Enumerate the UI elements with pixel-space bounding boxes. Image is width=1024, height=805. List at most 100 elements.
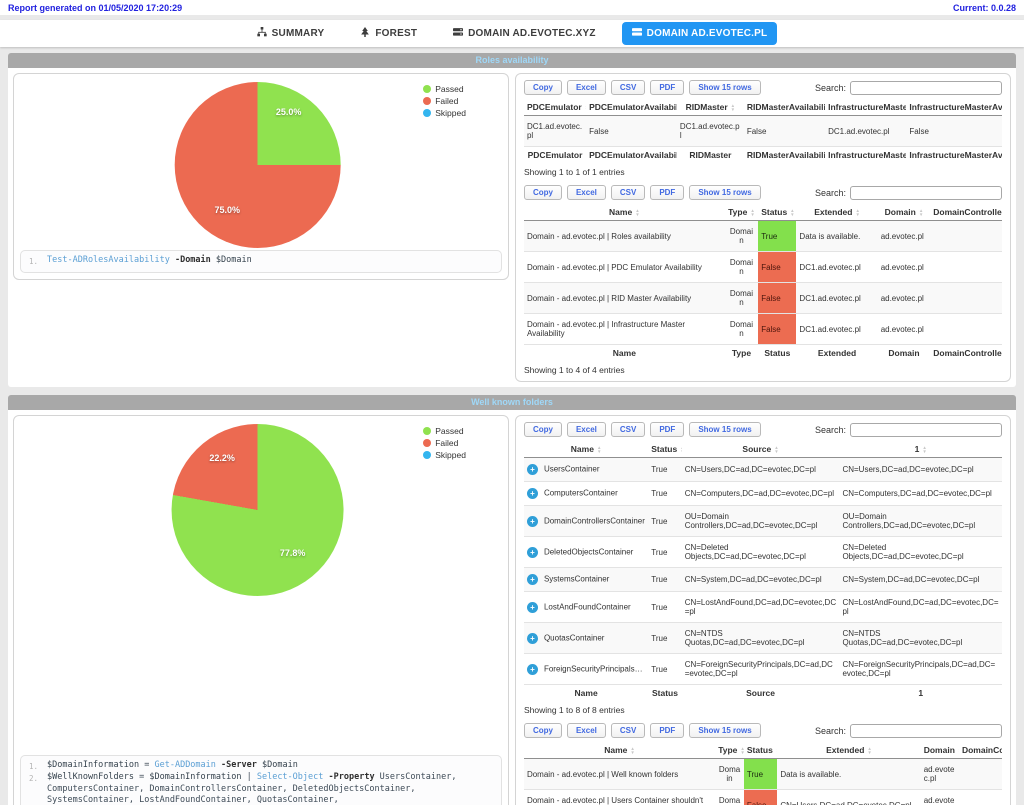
- sort-icon: ▲▼: [790, 207, 795, 217]
- search-input[interactable]: [850, 185, 1002, 200]
- column-header-domaincontroller[interactable]: DomainController▲▼: [958, 742, 1002, 759]
- dt-button-pdf[interactable]: PDF: [650, 80, 685, 95]
- sort-icon: ▲▼: [680, 445, 681, 454]
- dt-button-excel[interactable]: Excel: [566, 422, 606, 437]
- search-input[interactable]: [850, 80, 1002, 95]
- tab-domain-ad-evotec-pl[interactable]: DOMAIN AD.EVOTEC.PL: [621, 22, 778, 45]
- column-header-name[interactable]: Name ▲ ▼: [523, 742, 716, 759]
- column-header-ridmasteravailability[interactable]: RIDMasterAvailability▲▼: [743, 99, 826, 116]
- expand-row-icon[interactable]: +: [526, 632, 538, 644]
- line-number: 1.: [28, 256, 38, 266]
- column-header-label: Status: [651, 444, 678, 454]
- cell: DC1.ad.evotec.pl: [676, 115, 744, 147]
- column-header-pdcemulator[interactable]: PDCEmulator▲▼: [523, 99, 587, 116]
- pie-slice-label: 22.2%: [209, 453, 235, 464]
- footer-column-status: Status: [648, 684, 682, 701]
- column-header-domaincontroller[interactable]: DomainController▲▼: [930, 204, 1002, 221]
- dt-button-copy[interactable]: Copy: [523, 422, 562, 437]
- dt-button-csv[interactable]: CSV: [610, 422, 646, 437]
- dt-button-copy[interactable]: Copy: [523, 723, 562, 738]
- dt-button-csv[interactable]: CSV: [610, 723, 646, 738]
- status-cell: True: [758, 220, 797, 252]
- column-header-extended[interactable]: Extended ▲ ▼: [796, 204, 878, 221]
- dt-button-pdf[interactable]: PDF: [650, 185, 685, 200]
- column-header-label: Extended: [814, 207, 853, 217]
- dt-button-excel[interactable]: Excel: [566, 723, 606, 738]
- expand-row-icon[interactable]: +: [526, 515, 538, 527]
- footer-column-domaincontroller: DomainController: [930, 344, 1002, 361]
- tab-forest[interactable]: FOREST: [350, 22, 427, 45]
- column-header-name[interactable]: Name ▲ ▼: [523, 204, 725, 221]
- roles-availability-pie-chart: 25.0% 75.0%: [174, 82, 341, 248]
- cell: +ForeignSecurityPrincipalsContainer: [523, 653, 649, 685]
- legend-label: Skipped: [435, 450, 466, 460]
- column-header-infrastructuremaster[interactable]: InfrastructureMaster▲▼: [825, 99, 907, 116]
- column-header-status[interactable]: Status▲▼: [758, 204, 797, 221]
- top-status-bar: Report generated on 01/05/2020 17:20:29 …: [0, 0, 1024, 15]
- roles-code-block: 1. Test-ADRolesAvailability -Domain $Doma…: [20, 249, 502, 273]
- code-text: Test-ADRolesAvailability -Domain $Domain: [47, 254, 252, 265]
- dt-button-csv[interactable]: CSV: [610, 80, 646, 95]
- tab-label: FOREST: [375, 28, 418, 39]
- expand-row-icon[interactable]: +: [526, 546, 538, 558]
- dt-button-show-15-rows[interactable]: Show 15 rows: [689, 422, 761, 437]
- dt-button-show-15-rows[interactable]: Show 15 rows: [689, 185, 761, 200]
- column-header-domain[interactable]: Domain▲▼: [920, 742, 959, 759]
- expand-row-icon[interactable]: +: [526, 601, 538, 613]
- dt-button-pdf[interactable]: PDF: [650, 422, 685, 437]
- column-header-status[interactable]: Status▲▼: [648, 441, 682, 458]
- footer-column-name: Name: [523, 684, 649, 701]
- cell: CN=Users,DC=ad,DC=evotec,DC=pl: [681, 457, 840, 482]
- legend-label: Passed: [435, 84, 464, 94]
- dt-button-copy[interactable]: Copy: [523, 185, 562, 200]
- column-header-label: Source: [742, 444, 772, 454]
- expand-row-icon[interactable]: +: [526, 464, 538, 475]
- search-input[interactable]: [850, 422, 1002, 437]
- cell: DC1.ad.evotec.pl: [523, 115, 587, 147]
- legend-dot-skipped: [423, 451, 432, 459]
- dt-button-show-15-rows[interactable]: Show 15 rows: [689, 80, 761, 95]
- column-header-source[interactable]: Source ▲ ▼: [681, 441, 840, 458]
- column-header-extended[interactable]: Extended ▲ ▼: [777, 742, 921, 759]
- cell: + DomainControllersContainer: [523, 505, 649, 537]
- expand-row-icon[interactable]: +: [526, 663, 538, 675]
- table-info: Showing 1 to 4 of 4 entries: [523, 365, 625, 375]
- column-header-type[interactable]: Type▲▼: [724, 204, 759, 221]
- tab-domain-ad-evotec-xyz[interactable]: DOMAIN AD.EVOTEC.XYZ: [443, 22, 606, 45]
- dt-button-excel[interactable]: Excel: [566, 185, 606, 200]
- column-header-name[interactable]: Name ▲ ▼: [523, 441, 649, 458]
- dt-button-excel[interactable]: Excel: [566, 80, 606, 95]
- column-header-status[interactable]: Status▲▼: [743, 742, 778, 759]
- status-cell: False: [758, 282, 797, 314]
- legend-dot-passed: [423, 85, 432, 93]
- column-header-type[interactable]: Type▲▼: [715, 742, 744, 759]
- column-header-domain[interactable]: Domain▲▼: [877, 204, 931, 221]
- expand-row-icon[interactable]: +: [526, 574, 538, 585]
- column-header-label: DomainController: [933, 207, 1002, 217]
- dt-button-pdf[interactable]: PDF: [650, 723, 685, 738]
- column-header-1[interactable]: 1 ▲ ▼: [839, 441, 1002, 458]
- status-cell: False: [743, 789, 778, 805]
- code-line: 2. $WellKnownFolders = $DomainInformation…: [23, 772, 495, 805]
- legend-label: Skipped: [435, 108, 466, 118]
- sort-icon: ▲▼: [596, 444, 602, 454]
- pie-slice-label: 75.0%: [214, 204, 241, 215]
- sort-icon: ▲▼: [918, 207, 924, 217]
- dt-button-copy[interactable]: Copy: [523, 80, 562, 95]
- status-cell: False: [758, 251, 797, 283]
- dt-button-show-15-rows[interactable]: Show 15 rows: [689, 723, 761, 738]
- expand-row-icon[interactable]: +: [526, 488, 538, 499]
- table-search: Search:: [815, 422, 1002, 437]
- table-row: + UsersContainer True CN=Users,DC=ad,DC=evo…: [523, 457, 1002, 482]
- tab-summary[interactable]: SUMMARY: [247, 22, 335, 45]
- cell: + ComputersContainer: [523, 481, 649, 506]
- cell: [930, 313, 1002, 345]
- dt-button-csv[interactable]: CSV: [610, 185, 646, 200]
- column-header-ridmaster[interactable]: RIDMaster ▲ ▼: [676, 99, 744, 116]
- cell: CN=Deleted Objects,DC=ad,DC=evotec,DC=pl: [681, 536, 840, 568]
- cell: [930, 251, 1002, 283]
- search-input[interactable]: [850, 723, 1002, 738]
